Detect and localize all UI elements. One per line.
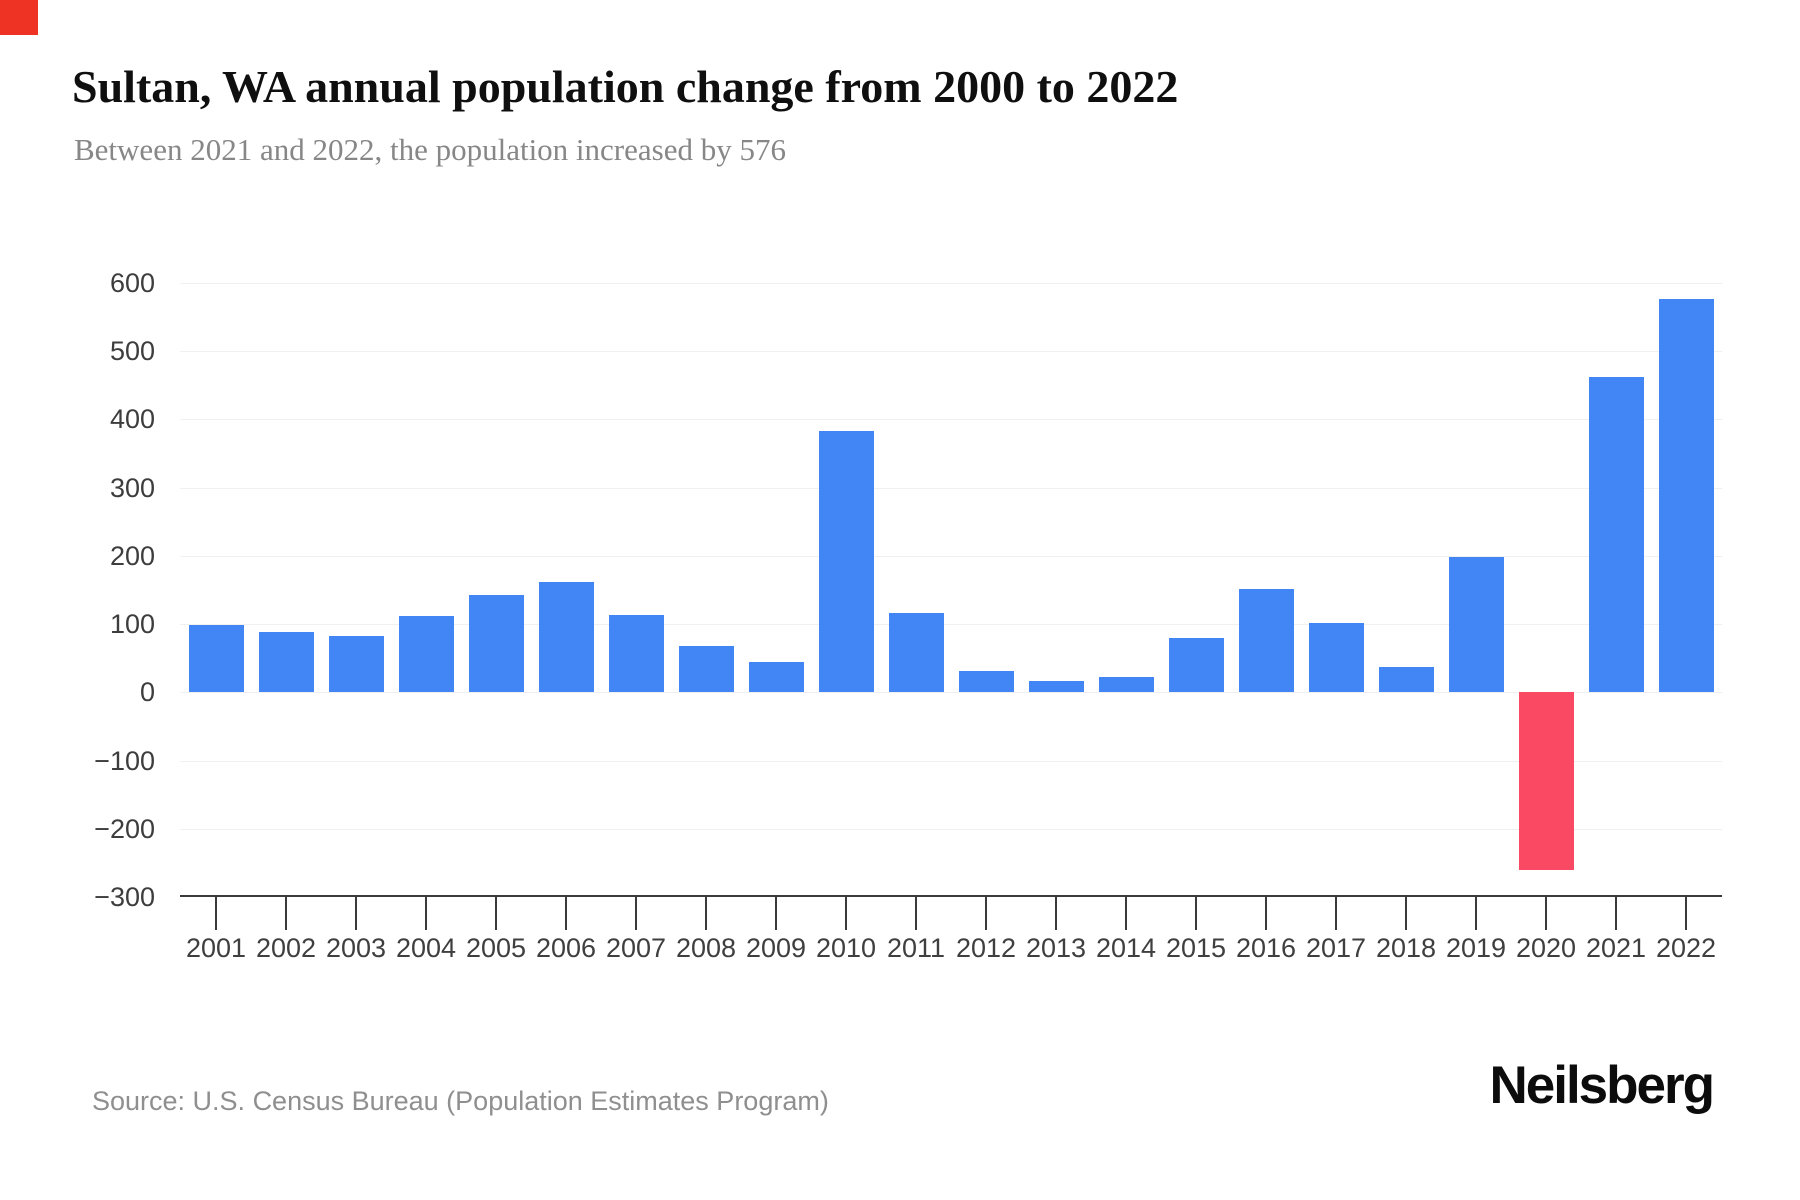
x-tick-2020 <box>1545 897 1547 930</box>
bar-2006[interactable] <box>538 581 594 693</box>
y-axis-label-500: 500 <box>109 336 155 367</box>
y-axis-label-600: 600 <box>109 268 155 298</box>
x-tick-2004 <box>425 897 427 930</box>
bar-2003[interactable] <box>328 636 384 693</box>
x-tick-2014 <box>1125 897 1127 930</box>
x-axis-label-2011: 2011 <box>886 933 946 963</box>
source-note: Source: U.S. Census Bureau (Population E… <box>92 1086 829 1116</box>
chart-subtitle: Between 2021 and 2022, the population in… <box>74 132 786 167</box>
y-axis-label-−300: −300 <box>94 882 155 912</box>
y-axis-label-0: 0 <box>139 677 155 708</box>
x-axis-label-2005: 2005 <box>465 933 527 963</box>
bar-2007[interactable] <box>608 615 664 693</box>
gridline-600 <box>180 283 1722 284</box>
gridline-300 <box>180 487 1722 489</box>
bar-2011[interactable] <box>888 613 944 693</box>
x-axis-label-2009: 2009 <box>745 933 807 963</box>
x-axis-label-2021: 2021 <box>1585 933 1647 963</box>
bar-2017[interactable] <box>1308 622 1364 693</box>
y-axis-label-−200: −200 <box>94 813 155 844</box>
chart-title: Sultan, WA annual population change from… <box>72 61 1179 112</box>
x-axis-label-2022: 2022 <box>1655 933 1717 963</box>
x-tick-2003 <box>355 897 357 930</box>
x-axis-label-2013: 2013 <box>1025 933 1087 963</box>
bar-2004[interactable] <box>398 615 454 693</box>
bar-2016[interactable] <box>1238 589 1294 693</box>
bar-2001[interactable] <box>188 624 244 693</box>
gridline-−200 <box>180 828 1722 830</box>
gridline-200 <box>180 555 1722 557</box>
x-tick-2016 <box>1265 897 1267 930</box>
bar-2013[interactable] <box>1028 680 1084 693</box>
gridline-−100 <box>180 760 1722 762</box>
gridline-500 <box>180 351 1722 353</box>
bar-2012[interactable] <box>958 671 1014 693</box>
x-tick-2013 <box>1055 897 1057 930</box>
x-axis-label-2006: 2006 <box>535 933 597 963</box>
bar-2005[interactable] <box>468 594 524 693</box>
x-axis-label-2008: 2008 <box>675 933 737 963</box>
bar-2015[interactable] <box>1168 637 1224 693</box>
corner-marker <box>0 0 38 35</box>
x-axis-label-2019: 2019 <box>1445 933 1507 963</box>
bar-2010[interactable] <box>818 431 874 693</box>
x-axis-label-2002: 2002 <box>255 933 317 963</box>
x-tick-2005 <box>495 897 497 930</box>
x-axis-label-2004: 2004 <box>395 933 457 963</box>
x-axis-label-2012: 2012 <box>955 933 1017 963</box>
x-tick-2021 <box>1615 897 1617 930</box>
bar-2002[interactable] <box>258 632 314 693</box>
x-tick-2009 <box>775 897 777 930</box>
x-tick-2017 <box>1335 897 1337 930</box>
x-axis-label-2020: 2020 <box>1515 933 1577 963</box>
x-axis-label-2003: 2003 <box>325 933 387 963</box>
x-tick-2010 <box>845 897 847 930</box>
y-axis-label-−100: −100 <box>94 745 155 776</box>
x-tick-2007 <box>635 897 637 930</box>
y-axis-label-400: 400 <box>109 404 155 435</box>
x-axis-label-2007: 2007 <box>605 933 667 963</box>
x-axis-label-2018: 2018 <box>1375 933 1437 963</box>
x-tick-2011 <box>915 897 917 930</box>
gridline-400 <box>180 419 1722 421</box>
plot-area: 2001 2002 2003 2004 2005 2006 2007 2008 2009 2010… <box>180 283 1722 963</box>
x-axis-label-2016: 2016 <box>1235 933 1297 963</box>
bar-2022[interactable] <box>1658 299 1714 693</box>
x-tick-2018 <box>1405 897 1407 930</box>
x-axis-label-2017: 2017 <box>1305 933 1367 963</box>
x-tick-2015 <box>1195 897 1197 930</box>
x-axis-label-2015: 2015 <box>1165 933 1227 963</box>
brand-logo: Neilsberg <box>1489 1056 1715 1115</box>
bar-2019[interactable] <box>1448 557 1504 693</box>
x-tick-2008 <box>705 897 707 930</box>
x-tick-2022 <box>1685 897 1687 930</box>
bar-2009[interactable] <box>748 662 804 693</box>
y-axis-label-300: 300 <box>109 472 155 503</box>
bar-2014[interactable] <box>1098 677 1154 693</box>
x-axis-label-2010: 2010 <box>815 933 877 963</box>
gridline-0 <box>180 692 1722 694</box>
x-tick-2012 <box>985 897 987 930</box>
bar-2018[interactable] <box>1378 667 1434 693</box>
y-axis-label-200: 200 <box>109 540 155 571</box>
x-axis-label-2014: 2014 <box>1095 933 1157 963</box>
bar-2021[interactable] <box>1588 377 1644 693</box>
y-axis-label-100: 100 <box>109 609 155 640</box>
bar-2008[interactable] <box>678 645 734 693</box>
gridline-100 <box>180 624 1722 626</box>
x-tick-2002 <box>285 897 287 930</box>
x-axis-label-2001: 2001 <box>185 933 247 963</box>
bar-2020[interactable] <box>1518 692 1574 870</box>
x-tick-2019 <box>1475 897 1477 930</box>
x-tick-2001 <box>215 897 217 930</box>
x-tick-2006 <box>565 897 567 930</box>
